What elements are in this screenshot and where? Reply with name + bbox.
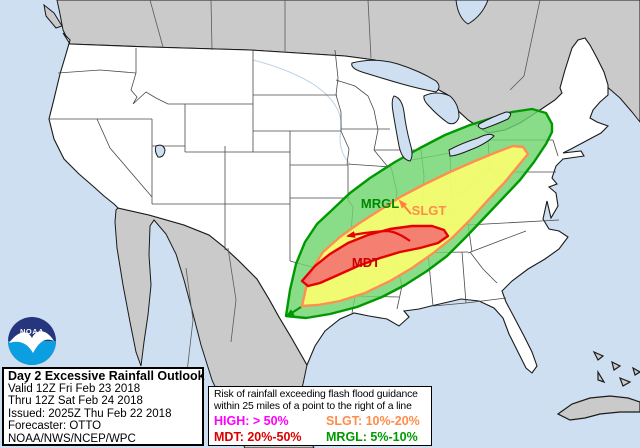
legend-description-line2: within 25 miles of a point to the right … xyxy=(214,400,412,412)
legend-entry-mdt: MDT: 20%-50% xyxy=(214,430,302,444)
lake-huron xyxy=(423,92,460,125)
map-label-mdt: MDT xyxy=(352,255,380,270)
legend-entry-mrgl: MRGL: 5%-10% xyxy=(326,430,418,444)
legend-entry-slgt: SLGT: 10%-20% xyxy=(326,414,420,428)
forecaster: Forecaster: OTTO xyxy=(8,420,102,433)
great-salt-lake xyxy=(154,144,166,158)
legend-box: Risk of rainfall exceeding flash flood g… xyxy=(208,386,432,446)
thru-time: Thru 12Z Sat Feb 24 2018 xyxy=(8,395,143,408)
lake-ontario xyxy=(478,111,512,130)
legend-entries: HIGH: > 50% SLGT: 10%-20% MDT: 20%-50% M… xyxy=(214,414,426,444)
noaa-logo-text: NOAA xyxy=(20,327,44,336)
legend-description-line1: Risk of rainfall exceeding flash flood g… xyxy=(214,389,418,400)
rivers xyxy=(252,59,351,165)
lake-erie xyxy=(448,133,495,157)
mrgl-arrow xyxy=(285,306,302,318)
map-label-slgt: SLGT xyxy=(412,203,447,218)
valid-time: Valid 12Z Fri Feb 23 2018 xyxy=(8,383,141,395)
mdt-arrow xyxy=(346,229,411,242)
great-lakes xyxy=(154,0,512,162)
ottawa-river xyxy=(455,0,489,25)
mdt-area xyxy=(300,224,450,288)
province-borders xyxy=(149,0,541,373)
slgt-arrow xyxy=(398,199,412,215)
risk-areas xyxy=(284,107,554,320)
product-info-box: Day 2 Excessive Rainfall Outlook Valid 1… xyxy=(2,367,205,446)
agency: NOAA/NWS/NCEP/WPC xyxy=(8,432,136,445)
vancouver-island xyxy=(43,3,63,29)
noaa-logo: NOAA xyxy=(8,317,56,365)
cuba-island xyxy=(556,395,640,421)
lake-michigan xyxy=(391,95,413,162)
issued-time: Issued: 2025Z Thu Feb 22 2018 xyxy=(8,407,172,420)
lake-superior xyxy=(351,59,440,93)
bahamas-islands xyxy=(592,350,640,387)
product-title: Day 2 Excessive Rainfall Outlook xyxy=(8,369,205,383)
legend-entry-high: HIGH: > 50% xyxy=(214,414,289,428)
map-label-mrgl: MRGL xyxy=(361,196,399,211)
us-landmass xyxy=(48,32,609,374)
